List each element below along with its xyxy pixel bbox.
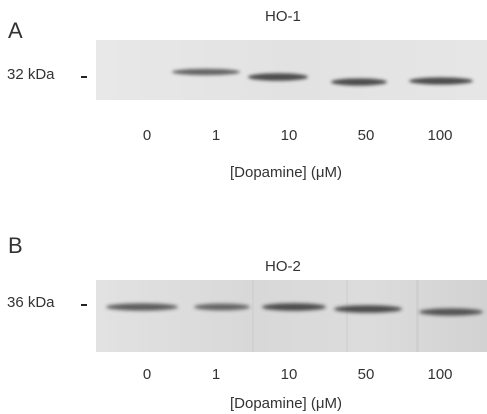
- protein-title: HO-1: [265, 8, 301, 25]
- lane-label: 0: [142, 127, 152, 144]
- panel-letter: B: [8, 233, 23, 258]
- panel-b: B HO-2 36 kDa 0 1 10 50 100 [Dopamine]: [0, 225, 487, 414]
- lane-label: 50: [357, 366, 375, 383]
- western-blot-ho2: [96, 280, 487, 352]
- molecular-weight-label: 36 kDa: [7, 294, 55, 311]
- lane-label: 100: [427, 127, 453, 144]
- lane-label: 100: [427, 366, 453, 383]
- western-blot-ho1: [96, 40, 487, 100]
- band-lane-1: [194, 303, 250, 311]
- lane-streak: [416, 280, 419, 352]
- band-lane-1: [172, 68, 240, 76]
- lane-label: 10: [280, 366, 298, 383]
- protein-title: HO-2: [265, 258, 301, 275]
- band-lane-0: [106, 303, 178, 311]
- band-lane-10: [248, 73, 308, 81]
- lane-label: 1: [211, 366, 221, 383]
- band-lane-10: [262, 303, 326, 311]
- lane-label: 0: [142, 366, 152, 383]
- lane-label: 10: [280, 127, 298, 144]
- molecular-weight-tick: [81, 76, 87, 78]
- lane-label: 1: [211, 127, 221, 144]
- lane-label: 50: [357, 127, 375, 144]
- molecular-weight-tick: [81, 304, 87, 306]
- lane-streak: [346, 280, 348, 352]
- x-axis-title: [Dopamine] (μM): [229, 164, 343, 181]
- panel-a: A HO-1 32 kDa 0 1 10 50 100 [Dopamine] (…: [0, 0, 487, 205]
- panel-letter: A: [8, 18, 23, 43]
- band-lane-100: [409, 77, 473, 85]
- blot-membrane: [96, 40, 487, 100]
- band-lane-50: [331, 78, 387, 86]
- lane-streak: [252, 280, 254, 352]
- band-lane-100: [419, 308, 483, 316]
- band-lane-50: [334, 305, 402, 313]
- blot-membrane: [96, 280, 487, 352]
- x-axis-title: [Dopamine] (μM): [229, 395, 343, 412]
- molecular-weight-label: 32 kDa: [7, 66, 55, 83]
